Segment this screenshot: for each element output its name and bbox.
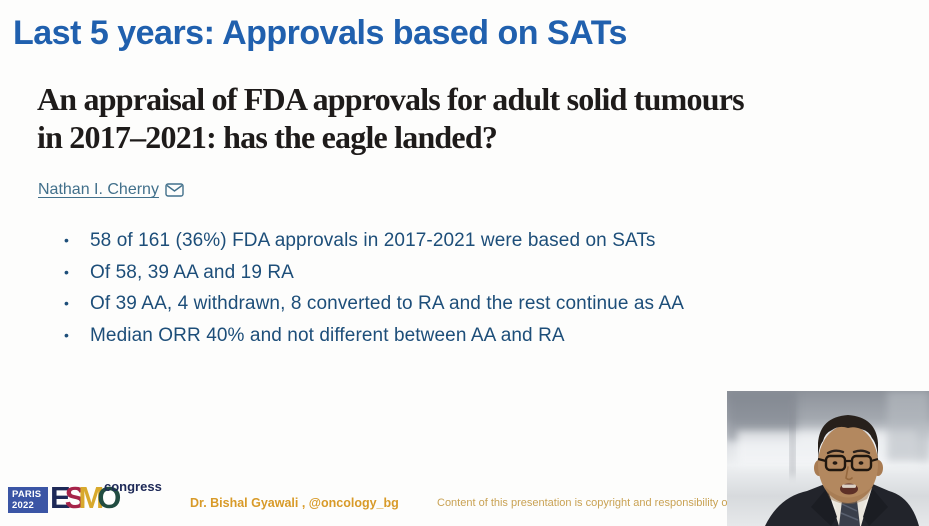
bullet-text: 58 of 161 (36%) FDA approvals in 2017-20… bbox=[90, 230, 656, 251]
bullet-item: • Of 39 AA, 4 withdrawn, 8 converted to … bbox=[64, 292, 854, 315]
bullet-text: Of 58, 39 AA and 19 RA bbox=[90, 261, 294, 283]
esmo-letter-s: S bbox=[64, 480, 86, 515]
bullet-dot: • bbox=[64, 326, 69, 343]
envelope-icon[interactable] bbox=[165, 183, 184, 197]
paper-title: An appraisal of FDA approvals for adult … bbox=[37, 80, 877, 156]
paper-title-line2: in 2017–2021: has the eagle landed? bbox=[37, 119, 498, 155]
copyright-notice: Content of this presentation is copyrigh… bbox=[437, 497, 727, 509]
author-link[interactable]: Nathan I. Cherny bbox=[38, 181, 159, 198]
bullet-item: • 58 of 161 (36%) FDA approvals in 2017-… bbox=[64, 229, 854, 252]
bullet-dot: • bbox=[64, 263, 69, 280]
bullet-dot: • bbox=[64, 295, 69, 311]
esmo-letter-e: E bbox=[50, 480, 71, 515]
year-label: 2022 bbox=[12, 500, 34, 511]
bullet-text: Of 39 AA, 4 withdrawn, 8 converted to RA… bbox=[90, 293, 685, 314]
esmo-letter-m: M bbox=[78, 480, 104, 515]
congress-label: congress bbox=[104, 479, 162, 494]
paris-2022-badge: PARIS 2022 bbox=[8, 487, 48, 513]
esmo-congress-logo: PARIS 2022 ESMO congress bbox=[8, 478, 168, 520]
bullet-text: Median ORR 40% and not different between… bbox=[90, 324, 565, 346]
speaker-figure bbox=[765, 415, 919, 526]
slide-title: Last 5 years: Approvals based on SATs bbox=[13, 14, 627, 52]
paris-label: PARIS bbox=[12, 489, 42, 500]
bullet-list: • 58 of 161 (36%) FDA approvals in 2017-… bbox=[64, 229, 854, 355]
speaker-webcam-video[interactable] bbox=[727, 391, 929, 526]
bullet-dot: • bbox=[64, 232, 69, 248]
bullet-item: • Of 58, 39 AA and 19 RA bbox=[64, 261, 854, 284]
paper-title-line1: An appraisal of FDA approvals for adult … bbox=[37, 81, 745, 117]
paper-excerpt: An appraisal of FDA approvals for adult … bbox=[37, 80, 877, 156]
speaker-illustration bbox=[727, 391, 929, 526]
author-row: Nathan I. Cherny bbox=[38, 181, 184, 199]
presenter-credit: Dr. Bishal Gyawali , @oncology_bg bbox=[190, 496, 399, 510]
bullet-item: • Median ORR 40% and not different betwe… bbox=[64, 324, 854, 347]
